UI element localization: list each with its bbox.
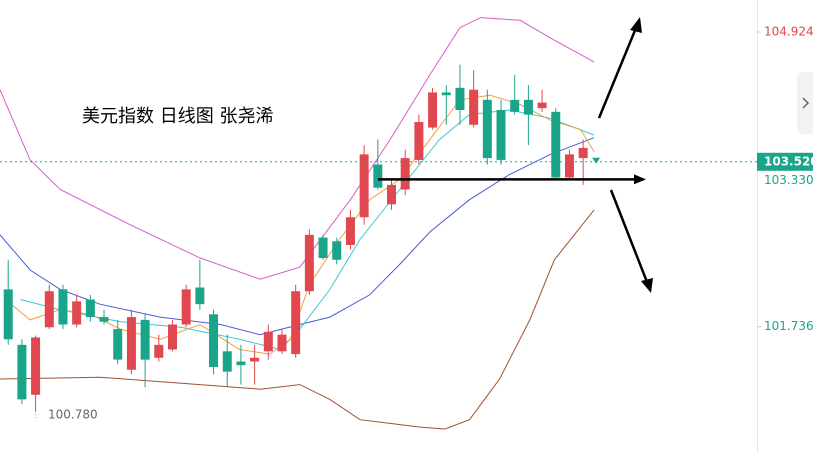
candle-body bbox=[99, 317, 109, 322]
last-price-marker bbox=[592, 157, 601, 164]
candle-body bbox=[85, 299, 95, 318]
candle-body bbox=[209, 314, 219, 368]
candle-body bbox=[332, 241, 342, 260]
candle-body bbox=[236, 361, 246, 366]
last-price-box bbox=[757, 152, 813, 171]
indicator-line bbox=[20, 109, 595, 351]
candle-body bbox=[72, 301, 82, 325]
candle-body bbox=[113, 329, 123, 360]
candle-body bbox=[345, 217, 355, 245]
down-arrowhead bbox=[641, 278, 653, 293]
down-arrow bbox=[609, 189, 649, 283]
candle-body bbox=[537, 102, 547, 109]
tab-icon[interactable] bbox=[802, 97, 810, 109]
side-tab[interactable] bbox=[797, 72, 813, 134]
candle-body bbox=[304, 234, 314, 292]
y-tick-label: 104.924 bbox=[764, 24, 813, 38]
candle-body bbox=[551, 111, 561, 178]
candle-body bbox=[291, 291, 301, 355]
candle-body bbox=[58, 289, 68, 325]
candle-body bbox=[250, 357, 260, 362]
candle-body bbox=[181, 289, 191, 325]
candle-body bbox=[496, 110, 506, 160]
indicator-line bbox=[0, 17, 595, 280]
level-label: 103.330 bbox=[764, 173, 813, 187]
candle-body bbox=[154, 344, 164, 358]
candle-body bbox=[3, 289, 13, 340]
candle-body bbox=[17, 344, 27, 400]
last-price-label: 103.520 bbox=[764, 154, 813, 168]
y-tick-label: 101.736 bbox=[764, 319, 813, 333]
candle-body bbox=[441, 92, 451, 96]
candle-body bbox=[564, 154, 574, 178]
candle-body bbox=[428, 92, 438, 128]
candle-body bbox=[222, 351, 232, 372]
candle-body bbox=[387, 184, 397, 205]
candle-body bbox=[140, 319, 150, 360]
candle-body bbox=[318, 237, 328, 258]
indicator-line bbox=[0, 209, 595, 430]
candle-body bbox=[578, 147, 588, 159]
candle-body bbox=[44, 291, 54, 328]
candle-body bbox=[414, 122, 424, 160]
candle-body bbox=[167, 324, 177, 350]
candle-body bbox=[510, 99, 520, 112]
candle-body bbox=[195, 287, 205, 305]
candle-body bbox=[263, 331, 273, 352]
candle-body bbox=[359, 154, 369, 218]
tab-bg[interactable] bbox=[797, 72, 813, 134]
chart-title: 美元指数 日线图 张尧浠 bbox=[82, 106, 273, 127]
candle-body bbox=[277, 334, 287, 352]
indicator-line bbox=[0, 137, 595, 336]
level-arrowhead bbox=[634, 174, 646, 185]
candle-body bbox=[455, 87, 465, 111]
candle-body bbox=[482, 99, 492, 159]
candle-body bbox=[373, 164, 383, 188]
low-label: 100.780 bbox=[48, 408, 98, 422]
candle-body bbox=[31, 337, 41, 395]
candle-body bbox=[126, 317, 136, 370]
up-arrow bbox=[597, 27, 638, 119]
up-arrowhead bbox=[630, 17, 642, 33]
candle-body bbox=[523, 99, 533, 115]
candle-body bbox=[469, 89, 479, 125]
candle-body bbox=[400, 158, 410, 190]
